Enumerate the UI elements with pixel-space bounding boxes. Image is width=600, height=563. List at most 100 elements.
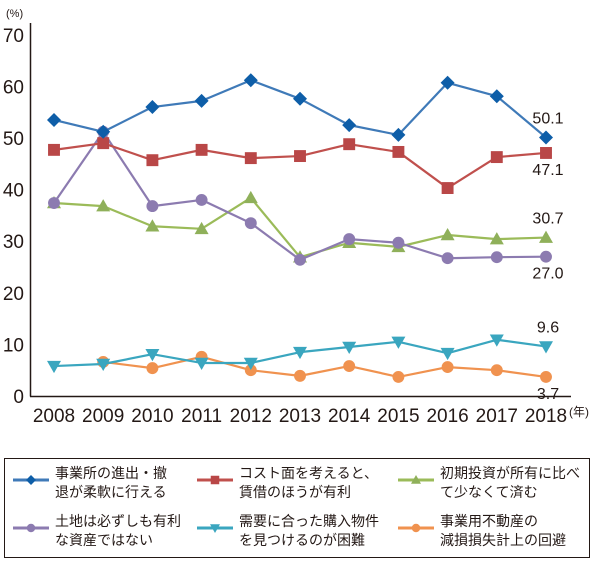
legend-item: 土地は必ずしも有利 な資産ではない [11,513,181,551]
data-point [243,190,258,204]
legend-marker [26,523,36,533]
data-point [343,138,356,151]
series-0 [47,73,553,145]
data-point [96,199,111,212]
data-point [145,219,160,232]
series-line [53,196,547,259]
x-tick-label: 2015 [377,406,419,427]
legend-label: 事業所の進出・撤 退が柔軟に行える [55,466,167,501]
x-tick-label: 2012 [230,406,272,427]
legend-marker [26,475,36,485]
data-point [489,89,504,104]
diamond-marker-icon [13,475,49,485]
data-point [392,236,405,249]
data-point [391,127,406,142]
data-point [490,251,503,264]
square-marker-icon [197,475,233,485]
data-point [392,145,405,158]
y-tick-label: 30 [3,232,24,253]
data-point [47,360,61,374]
data-point [540,370,552,383]
data-label: 27.0 [532,266,563,283]
legend: 事業所の進出・撤 退が柔軟に行える コスト面を考えると、 賃借のほうが有利 初期… [4,458,590,558]
triangle-marker-icon [398,475,434,484]
data-point [146,362,159,375]
data-point [342,118,357,133]
end-labels: 50.1 47.1 30.7 27.0 9.6 3.7 [532,110,563,402]
series-layer [47,73,553,383]
series-3 [48,125,552,266]
data-point [441,252,454,265]
data-label: 3.7 [537,386,559,403]
legend-marker [210,475,220,485]
line-chart: (%) 0 10 20 30 40 50 60 70 2008 2009 2010 2011 2012… [3,8,589,427]
legend-marker [411,475,421,484]
y-tick-label: 60 [3,77,24,98]
data-point [489,334,504,347]
data-point [391,336,406,349]
data-point [293,346,307,360]
circle-marker-icon [13,523,49,533]
legend-marker [210,524,220,533]
legend-item: 事業所の進出・撤 退が柔軟に行える [11,465,167,503]
x-tick-label: 2014 [328,406,371,427]
circle-marker-icon [398,523,434,533]
data-point [244,217,257,230]
series-4 [47,334,553,374]
data-point [540,147,552,159]
legend-item: 需要に合った購入物件 を見つけるのが困難 [195,513,379,551]
data-point [243,357,258,370]
data-point [294,369,306,382]
series-2 [47,190,553,263]
data-point [47,112,61,127]
legend-label: 需要に合った購入物件 を見つけるのが困難 [239,514,379,549]
data-point [194,357,209,370]
data-point [294,253,306,266]
data-point [440,347,455,361]
data-point [195,143,208,156]
x-tick-label: 2016 [426,406,468,427]
x-tick-label: 2008 [33,406,75,427]
data-point [145,100,160,115]
data-point [293,91,307,106]
series-line [53,142,547,190]
x-tick-label: 2010 [131,406,173,427]
data-point [343,233,356,246]
data-point [440,75,455,90]
data-point [441,182,454,195]
data-point [539,341,553,354]
y-tick-label: 70 [3,26,24,47]
data-point [96,358,111,372]
y-tick-label: 50 [3,129,24,150]
data-point [146,154,159,167]
legend-item: 事業用不動産の 減損損失計上の回避 [396,513,566,551]
data-point [490,364,503,377]
x-axis-ticks: 2008 2009 2010 2011 2012 2013 2014 2015 2016 2017… [33,406,567,427]
legend-item: 初期投資が所有に比べ て少なくて済む [396,465,580,503]
y-tick-label: 10 [3,335,24,356]
legend-label: 事業用不動産の 減損損失計上の回避 [440,514,566,549]
legend-label: 初期投資が所有に比べ て少なくて済む [440,466,580,501]
data-point [441,361,454,374]
x-tick-label: 2013 [279,406,321,427]
series-1 [48,137,552,195]
data-point [244,152,257,165]
data-point [540,250,552,263]
legend-item: コスト面を考えると、 賃借のほうが有利 [195,465,378,503]
data-point [145,348,160,362]
legend-marker [411,523,421,533]
series-line [53,79,547,139]
data-point [195,193,208,206]
data-label: 30.7 [532,211,563,228]
data-point [342,341,357,354]
data-label: 9.6 [537,319,559,336]
y-axis-ticks: 0 10 20 30 40 50 60 70 [3,26,24,408]
x-tick-label: 2011 [181,406,222,427]
data-point [539,230,553,243]
y-tick-label: 40 [3,181,24,202]
series-line [103,355,547,379]
data-point [194,221,209,235]
data-point [539,130,553,145]
data-label: 47.1 [532,162,563,179]
data-point [243,73,258,88]
